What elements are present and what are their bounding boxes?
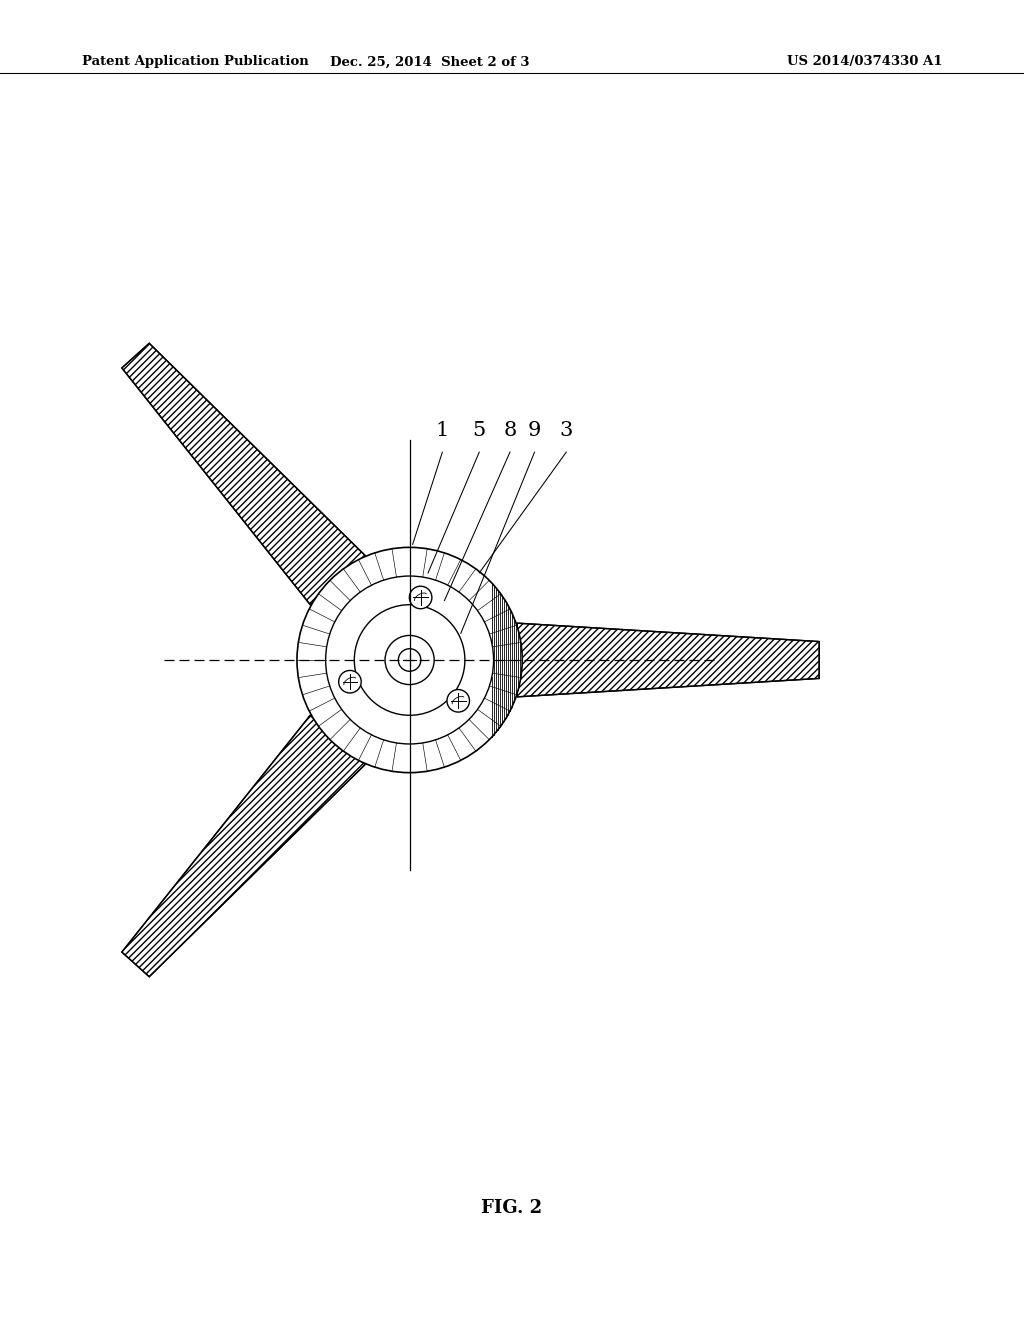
Polygon shape — [517, 623, 819, 697]
Circle shape — [326, 576, 494, 744]
Circle shape — [297, 548, 522, 772]
Text: US 2014/0374330 A1: US 2014/0374330 A1 — [786, 55, 942, 69]
Text: Dec. 25, 2014  Sheet 2 of 3: Dec. 25, 2014 Sheet 2 of 3 — [331, 55, 529, 69]
Circle shape — [446, 689, 469, 711]
Circle shape — [354, 605, 465, 715]
Text: 5: 5 — [473, 421, 485, 440]
Circle shape — [398, 648, 421, 672]
Circle shape — [410, 586, 432, 609]
Polygon shape — [122, 715, 365, 977]
Text: 3: 3 — [559, 421, 573, 440]
Circle shape — [385, 635, 434, 685]
Circle shape — [339, 671, 361, 693]
Text: 1: 1 — [435, 421, 450, 440]
Text: Patent Application Publication: Patent Application Publication — [82, 55, 308, 69]
Text: 8: 8 — [504, 421, 516, 440]
Text: 9: 9 — [527, 421, 542, 440]
Polygon shape — [122, 343, 365, 605]
Text: FIG. 2: FIG. 2 — [481, 1199, 543, 1217]
